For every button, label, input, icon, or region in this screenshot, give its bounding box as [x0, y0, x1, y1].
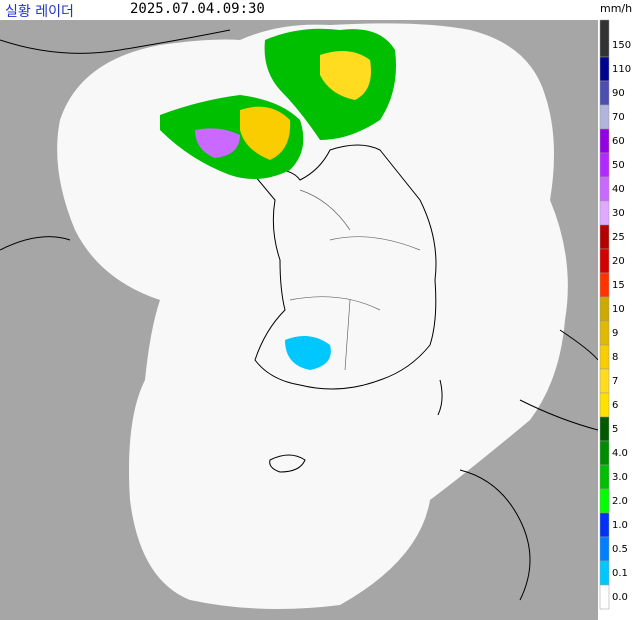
legend-label: 0.1 — [612, 568, 628, 579]
legend-label: 8 — [612, 352, 618, 363]
legend-label: 60 — [612, 136, 625, 147]
legend-swatch — [599, 128, 610, 154]
legend-swatch — [599, 584, 610, 610]
legend-swatch — [599, 152, 610, 178]
legend-swatch — [599, 536, 610, 562]
legend-label: 7 — [612, 376, 618, 387]
legend-swatch — [599, 440, 610, 466]
legend-label: 50 — [612, 160, 625, 171]
legend-label: 70 — [612, 112, 625, 123]
legend-swatch — [599, 224, 610, 250]
legend-swatch — [599, 416, 610, 442]
radar-map — [0, 20, 598, 620]
legend-label: 40 — [612, 184, 625, 195]
legend-label: 20 — [612, 256, 625, 267]
legend-label: 15 — [612, 280, 625, 291]
title: 실황 레이더 — [5, 4, 74, 20]
legend-swatch — [599, 56, 610, 82]
legend-swatch — [599, 272, 610, 298]
legend-label: 9 — [612, 328, 618, 339]
legend-swatch — [599, 512, 610, 538]
timestamp: 2025.07.04.09:30 — [130, 1, 265, 17]
legend-label: 0.0 — [612, 592, 628, 603]
legend-label: 3.0 — [612, 472, 628, 483]
legend-label: 10 — [612, 304, 625, 315]
legend-swatch — [599, 560, 610, 586]
legend-swatch — [599, 19, 610, 58]
legend-label: 5 — [612, 424, 618, 435]
legend-label: 0.5 — [612, 544, 628, 555]
header: 실황 레이더 2025.07.04.09:30 — [0, 0, 600, 20]
legend-swatch — [599, 344, 610, 370]
legend-swatch — [599, 248, 610, 274]
legend-swatch — [599, 464, 610, 490]
legend-label: 110 — [612, 64, 631, 75]
legend-swatch — [599, 368, 610, 394]
unit: mm/h — [600, 2, 633, 15]
legend-swatch — [599, 320, 610, 346]
legend-swatch — [599, 488, 610, 514]
legend-label: 4.0 — [612, 448, 628, 459]
legend-swatch — [599, 392, 610, 418]
legend-swatch — [599, 104, 610, 130]
legend-swatch — [599, 176, 610, 202]
legend-label: 6 — [612, 400, 618, 411]
legend-label: 25 — [612, 232, 625, 243]
legend-swatch — [599, 80, 610, 106]
precipitation — [160, 28, 396, 370]
legend-swatch — [599, 200, 610, 226]
legend-label: 30 — [612, 208, 625, 219]
legend-label: 150 — [612, 40, 631, 51]
legend-label: 2.0 — [612, 496, 628, 507]
legend-label: 90 — [612, 88, 625, 99]
legend-bg — [598, 20, 635, 620]
legend-swatch — [599, 296, 610, 322]
legend-label: 1.0 — [612, 520, 628, 531]
